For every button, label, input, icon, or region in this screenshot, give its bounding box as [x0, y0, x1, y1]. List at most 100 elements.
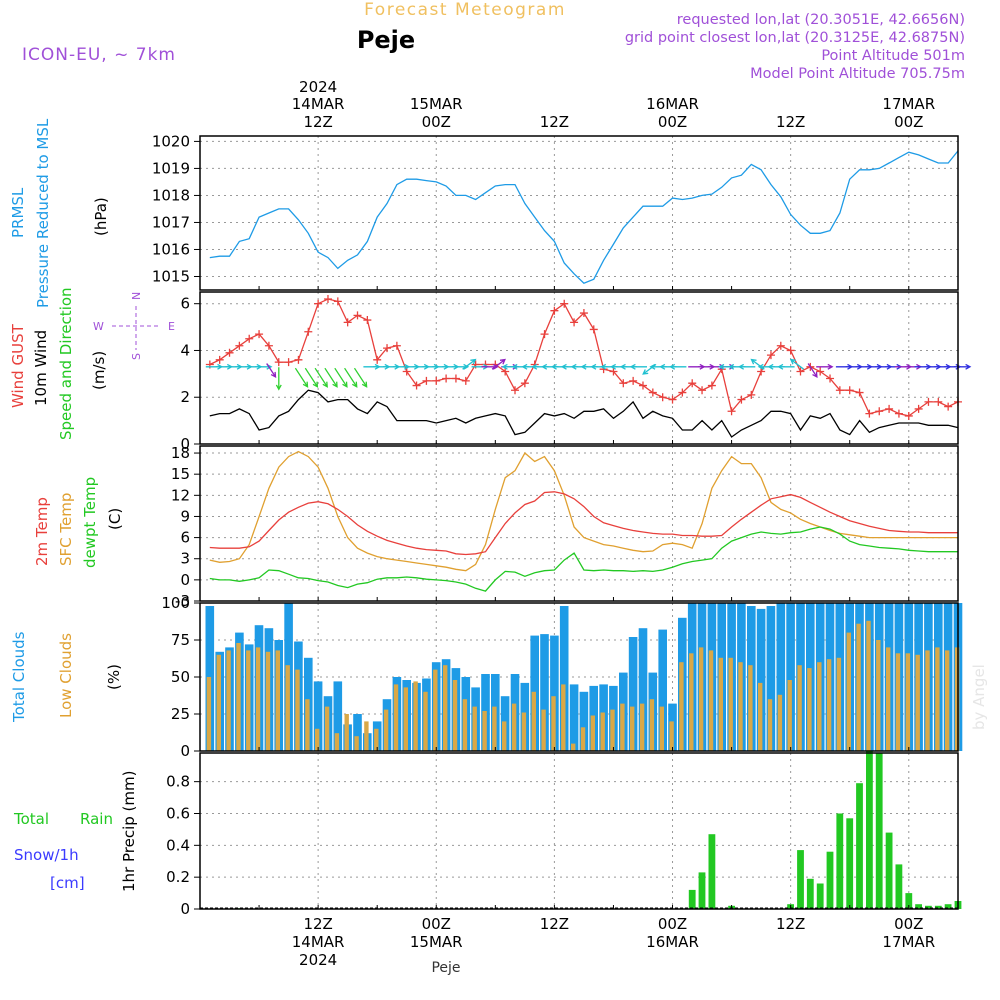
total-cloud-bar	[776, 603, 786, 751]
sfc-temp-label: SFC Temp	[57, 493, 75, 566]
compass-s: S	[130, 353, 143, 360]
panel-frame	[199, 752, 959, 910]
total-cloud-bar	[313, 681, 323, 751]
gust-point	[786, 346, 795, 355]
low-cloud-bar	[246, 650, 251, 751]
top-date-label: 14MAR	[292, 95, 345, 113]
low-cloud-bar	[354, 736, 359, 751]
low-cloud-bar	[383, 709, 389, 751]
wind-arrow	[275, 367, 282, 391]
low-cloud-bar	[511, 703, 517, 751]
gust-point	[540, 330, 549, 339]
low-cloud-bar	[531, 691, 536, 751]
total-cloud-bar	[540, 634, 549, 751]
gust-point	[383, 344, 392, 353]
gust-point	[885, 404, 894, 413]
rain-bar	[875, 753, 883, 909]
bottom-date-label: 17MAR	[882, 933, 935, 951]
low-cloud-bar	[856, 623, 861, 751]
wind-arrow	[807, 363, 818, 379]
gust-point	[511, 386, 520, 395]
low-cloud-bar	[236, 643, 241, 751]
low-cloud-bar	[807, 668, 812, 751]
low-cloud-bar	[492, 706, 497, 751]
percent-unit-label: (%)	[105, 664, 123, 690]
gust-point	[796, 367, 805, 376]
gust-point	[520, 379, 529, 388]
model-label: ICON-EU, ~ 7km	[22, 45, 176, 65]
wind-arrow	[324, 367, 338, 388]
gust-point	[264, 341, 273, 350]
low-cloud-bar	[206, 677, 212, 751]
gust-point	[589, 325, 598, 334]
bottom-date-label: 15MAR	[410, 933, 463, 951]
gust-point	[924, 397, 933, 406]
wind-arrow	[954, 363, 972, 370]
y-tick-label: 9	[180, 507, 190, 525]
rain-bar	[836, 813, 844, 909]
rain-bar	[934, 905, 942, 909]
gust-point	[865, 409, 874, 418]
gust-point	[501, 367, 510, 376]
wind-arrow	[266, 363, 277, 379]
low-cloud-bar	[472, 706, 477, 751]
total-cloud-bar	[579, 691, 589, 751]
low-cloud-bar	[462, 699, 468, 751]
bottom-date-label: 14MAR	[292, 933, 345, 951]
low-cloud-bar	[502, 721, 507, 751]
credit-watermark: by Angel	[970, 664, 988, 730]
bottom-hour-label: 00Z	[422, 915, 451, 933]
y-tick-label: 6	[180, 529, 190, 547]
gust-point	[402, 367, 411, 376]
bottom-hour-label: 12Z	[540, 915, 569, 933]
t2m-label: 2m Temp	[33, 497, 51, 566]
gust-point	[333, 297, 342, 306]
low-cloud-bar	[403, 687, 408, 751]
wind-arrow	[816, 363, 834, 370]
wind-arrow	[789, 358, 805, 370]
low-cloud-bar	[777, 694, 783, 751]
gust-point	[412, 381, 421, 390]
panel-frame	[199, 445, 959, 602]
rain-bar	[816, 883, 824, 909]
low-cloud-bar	[610, 709, 615, 751]
low-cloud-bar	[797, 665, 802, 751]
dewpt-line	[209, 526, 958, 592]
bottom-hour-label: 12Z	[776, 915, 805, 933]
wind-arrow	[353, 367, 368, 388]
gust-point	[284, 358, 293, 367]
grid-lines	[200, 136, 958, 910]
rain-bar	[905, 893, 913, 909]
y-tick-label: 1019	[152, 159, 190, 177]
low-cloud-bar	[324, 706, 330, 751]
gust-point	[245, 334, 254, 343]
total-clouds-label: Total Clouds	[10, 631, 28, 723]
low-cloud-bar	[580, 727, 586, 751]
compass-w: W	[93, 320, 104, 333]
chart-title: Forecast Meteogram	[364, 0, 566, 20]
y-tick-label: 2	[180, 388, 190, 406]
year-label: 2024	[299, 78, 337, 96]
rain-bar	[698, 872, 706, 909]
low-cloud-bar	[393, 684, 399, 751]
gust-point	[323, 295, 332, 304]
low-cloud-bar	[895, 653, 901, 751]
y-tick-label: 0.8	[166, 773, 190, 791]
low-cloud-bar	[482, 711, 487, 751]
bottom-hour-label: 00Z	[894, 915, 923, 933]
low-cloud-bar	[689, 653, 694, 751]
precip-unit-label: 1hr Precip (mm)	[120, 771, 138, 892]
low-cloud-bar	[945, 650, 950, 751]
gust-point	[638, 381, 647, 390]
low-cloud-bar	[216, 654, 221, 751]
top-date-label: 15MAR	[410, 95, 463, 113]
total-cloud-bar	[756, 608, 766, 751]
low-cloud-bar	[630, 706, 635, 751]
gust-point	[688, 379, 697, 388]
low-cloud-bar	[590, 715, 595, 751]
low-cloud-bar	[374, 728, 379, 751]
low-cloud-bar	[915, 654, 920, 751]
y-tick-label: 1016	[152, 240, 190, 258]
temp-labels: 2m Temp SFC Temp dewpt Temp (C)	[33, 477, 124, 568]
